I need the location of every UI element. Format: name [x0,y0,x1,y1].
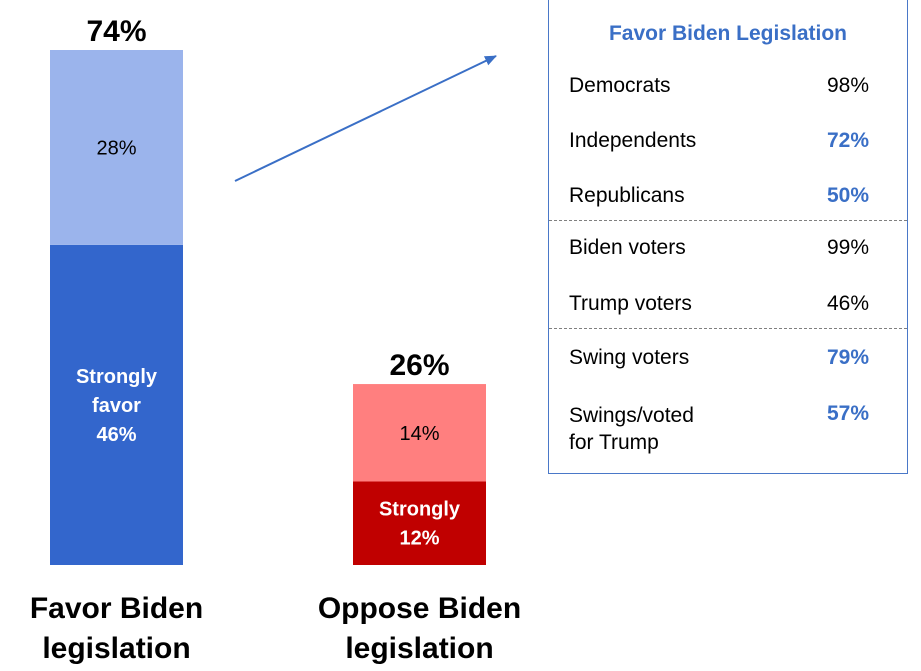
group-divider [549,328,907,329]
segment-value-label: 12% [399,528,439,550]
bar-segment [353,481,486,565]
bar-segment [50,50,183,245]
row-label: Independents [569,129,697,152]
row-label: Democrats [569,74,671,97]
segment-value-label: 14% [399,423,439,445]
row-value: 72% [827,129,870,152]
row-value: 50% [827,184,870,207]
row-label: Swings/voted for Trump [569,402,694,457]
bar-segment [353,384,486,482]
bar-segment [50,244,183,565]
row-value: 98% [827,74,870,97]
category-label: Favor Biden [30,592,203,625]
row-value: 99% [827,236,870,259]
row-value: 79% [827,346,870,369]
panel-title: Favor Biden Legislation [608,22,848,45]
callout-arrow [234,55,497,182]
category-label: legislation [345,632,493,665]
row-value: 46% [827,292,870,315]
row-label: Biden voters [569,236,686,259]
category-label: legislation [42,632,190,665]
category-label: Oppose Biden [318,592,521,625]
group-divider [549,220,907,221]
breakdown-panel: Favor Biden Legislation Democrats 98% Inde… [548,0,908,474]
row-label: Trump voters [569,292,692,315]
segment-name-label: favor [92,395,141,417]
row-label: Republicans [569,184,685,207]
segment-name-label: Strongly [76,366,158,388]
row-label-line: Swings/voted [569,404,694,427]
segment-value-label: 46% [96,424,136,446]
row-label: Swing voters [569,346,690,369]
segment-name-label: Strongly [379,499,461,521]
bar-total-label: 74% [86,15,146,48]
bar-total-label: 26% [389,349,449,382]
segment-value-label: 28% [96,137,136,159]
row-label-line: for Trump [569,431,659,455]
row-value: 57% [827,402,870,425]
